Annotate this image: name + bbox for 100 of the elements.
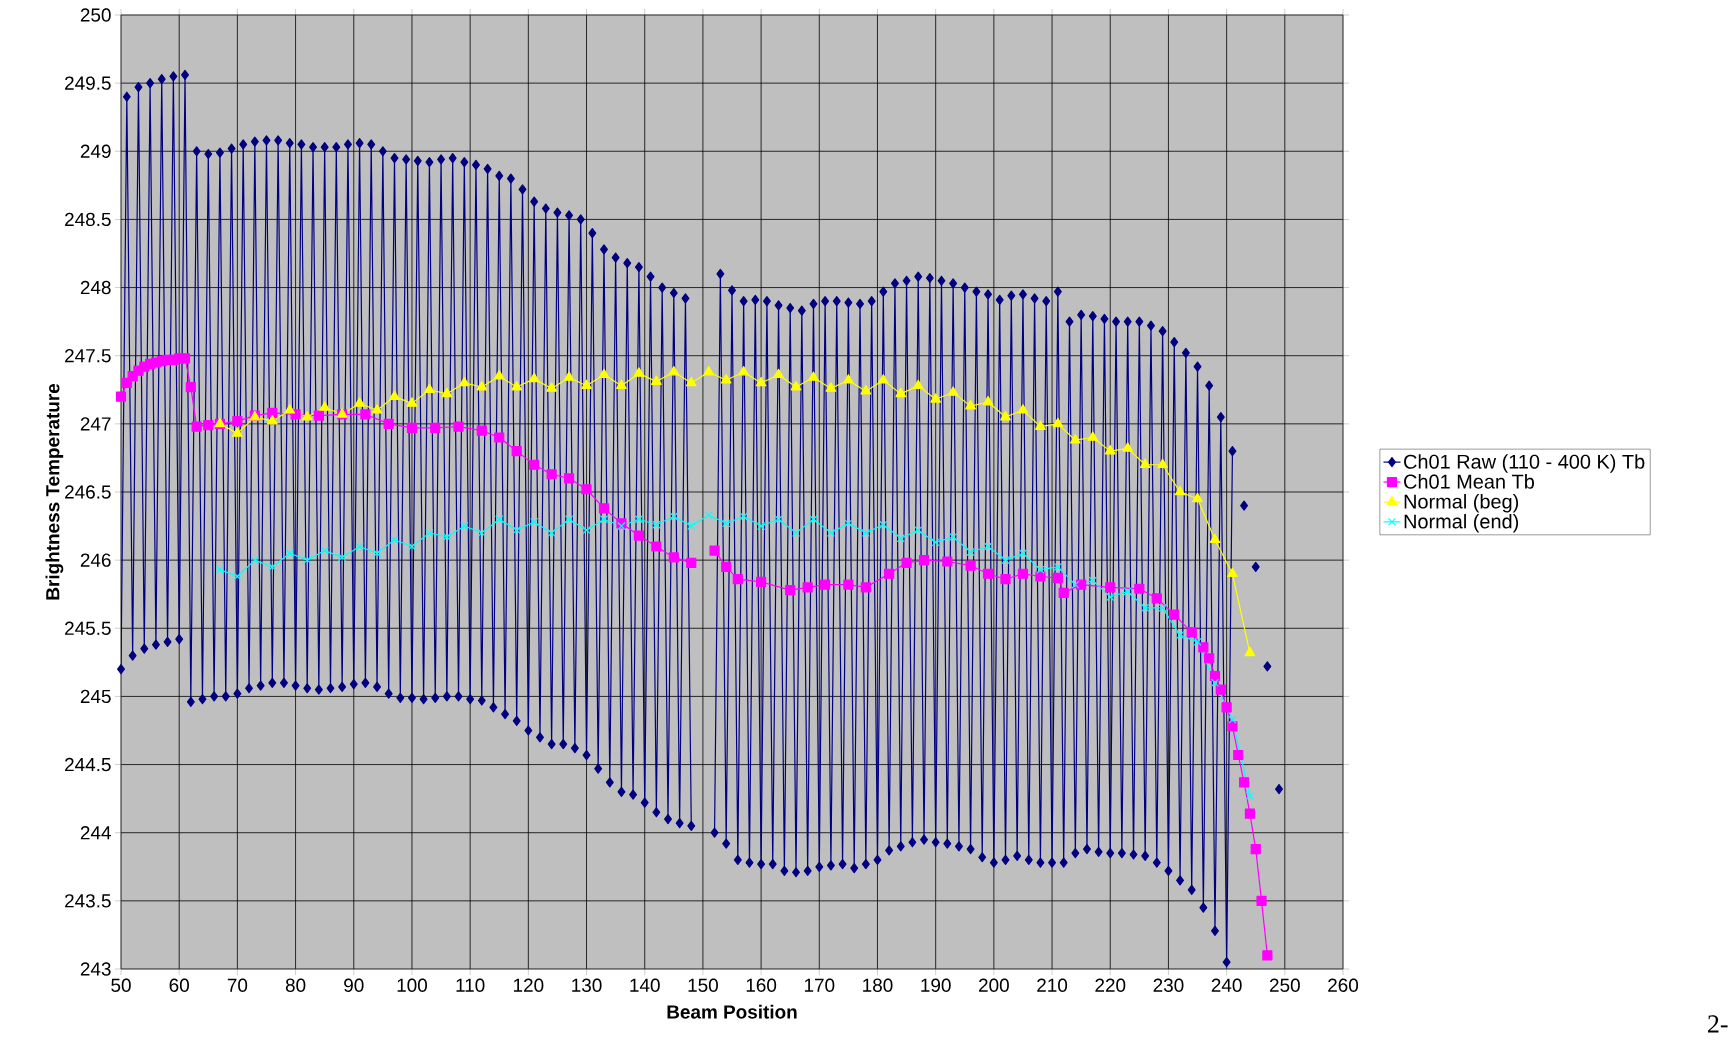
y-tick-label: 247 — [80, 417, 111, 431]
point — [528, 372, 540, 383]
point — [303, 556, 312, 565]
x-tick-label: 170 — [804, 978, 835, 992]
point — [1157, 458, 1168, 469]
point — [668, 365, 680, 376]
point — [1052, 417, 1064, 428]
point — [773, 368, 784, 379]
point — [685, 376, 697, 387]
point — [301, 410, 313, 421]
point — [1087, 431, 1099, 441]
point — [930, 393, 942, 403]
x-tick-label: 230 — [1153, 978, 1184, 992]
point — [425, 528, 434, 538]
point — [512, 526, 521, 535]
point — [669, 512, 678, 521]
point — [687, 521, 696, 531]
point — [877, 374, 889, 384]
point — [1122, 442, 1134, 452]
point — [1175, 630, 1185, 640]
point — [791, 528, 801, 538]
y-tick-label: 246 — [80, 553, 111, 567]
point — [406, 397, 418, 407]
x-tick-label: 110 — [456, 978, 485, 992]
x-tick-label: 210 — [1037, 978, 1068, 992]
x-tick-label: 150 — [688, 978, 718, 992]
point — [215, 565, 225, 574]
point — [1104, 445, 1116, 455]
y-tick-label: 246.5 — [65, 485, 111, 499]
text: 2- — [1708, 1015, 1728, 1033]
y-tick-label: 243.5 — [65, 894, 111, 908]
x-tick-label: 220 — [1095, 978, 1126, 992]
point — [703, 365, 715, 376]
point — [844, 519, 853, 528]
legend-label: Ch01 Mean Tb — [1404, 474, 1534, 489]
x-tick-label: 120 — [513, 978, 544, 992]
point — [949, 532, 958, 542]
y-tick-label: 249 — [80, 144, 111, 158]
point — [232, 427, 243, 437]
point — [616, 379, 627, 390]
y-tick-label: 243 — [80, 962, 111, 976]
point — [285, 549, 294, 558]
point — [634, 515, 644, 524]
point — [861, 528, 870, 538]
y-tick-label: 244 — [80, 826, 111, 840]
point — [808, 371, 819, 381]
point — [879, 520, 888, 529]
point — [1139, 458, 1151, 469]
point — [826, 528, 836, 538]
point — [372, 549, 382, 558]
y-tick-label: 248 — [80, 280, 111, 295]
point — [458, 376, 470, 387]
point — [1123, 587, 1132, 596]
point — [495, 515, 504, 524]
point — [1017, 404, 1029, 414]
point — [1036, 565, 1045, 574]
point — [966, 547, 975, 557]
point — [895, 387, 907, 398]
x-tick-label: 50 — [111, 978, 131, 992]
point — [650, 375, 662, 385]
point — [722, 519, 731, 528]
y-tick-label: 249.5 — [65, 76, 111, 90]
point — [250, 556, 259, 565]
point — [424, 383, 435, 394]
point — [563, 371, 575, 381]
point — [389, 390, 400, 400]
y-tick-label: 247.5 — [65, 348, 111, 363]
point — [704, 511, 713, 520]
point — [1210, 678, 1220, 687]
point — [1071, 580, 1080, 589]
point — [460, 521, 469, 531]
point — [1069, 434, 1081, 444]
point — [843, 374, 854, 384]
x-axis-title: Beam Position — [667, 1004, 797, 1019]
point — [1053, 562, 1063, 572]
point — [390, 535, 399, 544]
point — [1193, 637, 1202, 647]
point — [1244, 646, 1256, 657]
legend-label: Normal (end) — [1404, 513, 1519, 533]
y-tick-label: 245.5 — [65, 621, 111, 635]
x-tick-label: 260 — [1328, 978, 1359, 992]
point — [530, 517, 539, 527]
x-tick-label: 240 — [1211, 978, 1242, 992]
point — [477, 528, 486, 538]
y-axis-title: Brightness Temperature — [45, 383, 64, 600]
point — [354, 397, 365, 407]
x-tick-label: 190 — [921, 978, 951, 992]
point — [790, 380, 802, 391]
y-tick-label: 248.5 — [65, 212, 111, 227]
x-tick-label: 60 — [169, 978, 189, 992]
point — [860, 385, 872, 395]
point — [755, 376, 767, 387]
point — [633, 367, 645, 377]
point — [546, 382, 557, 392]
point — [809, 515, 818, 524]
point — [652, 520, 661, 529]
point — [581, 379, 592, 390]
point — [598, 368, 610, 379]
point — [912, 379, 924, 390]
x-tick-label: 70 — [227, 978, 248, 992]
